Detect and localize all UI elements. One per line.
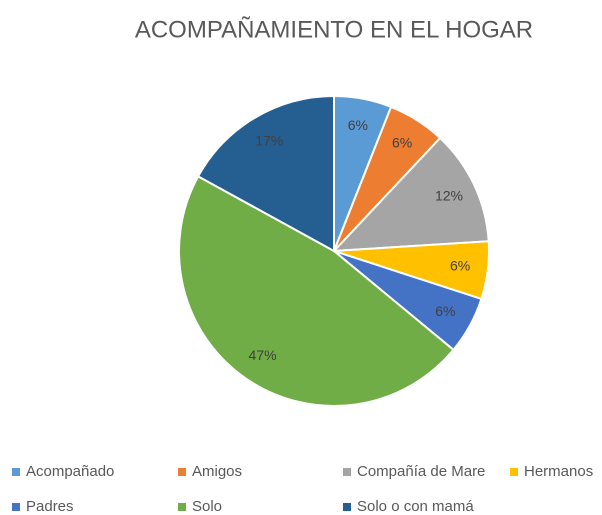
legend-swatch	[12, 503, 20, 511]
legend-swatch	[343, 503, 351, 511]
pie-slice	[196, 94, 335, 253]
chart-title: ACOMPAÑAMIENTO EN EL HOGAR	[135, 16, 533, 43]
legend-label: Hermanos	[524, 463, 593, 480]
legend-label: Solo	[192, 498, 222, 515]
legend-label: Padres	[26, 498, 74, 515]
data-label: 6%	[450, 258, 470, 274]
legend-swatch	[12, 468, 20, 476]
legend-swatch	[510, 468, 518, 476]
legend-swatch	[178, 503, 186, 511]
data-label: 12%	[435, 188, 463, 204]
data-label: 6%	[435, 303, 455, 319]
legend-label: Compañía de Mare	[357, 463, 485, 480]
data-label: 47%	[249, 347, 277, 363]
legend-label: Solo o con mamá	[357, 498, 474, 515]
data-label: 6%	[392, 134, 412, 150]
legend-label: Acompañado	[26, 463, 114, 480]
legend-swatch	[343, 468, 351, 476]
legend-swatch	[178, 468, 186, 476]
pie-slice	[178, 174, 455, 407]
legend-label: Amigos	[192, 463, 242, 480]
pie-slice	[331, 136, 490, 253]
data-label: 17%	[255, 132, 283, 148]
data-label: 6%	[348, 117, 368, 133]
